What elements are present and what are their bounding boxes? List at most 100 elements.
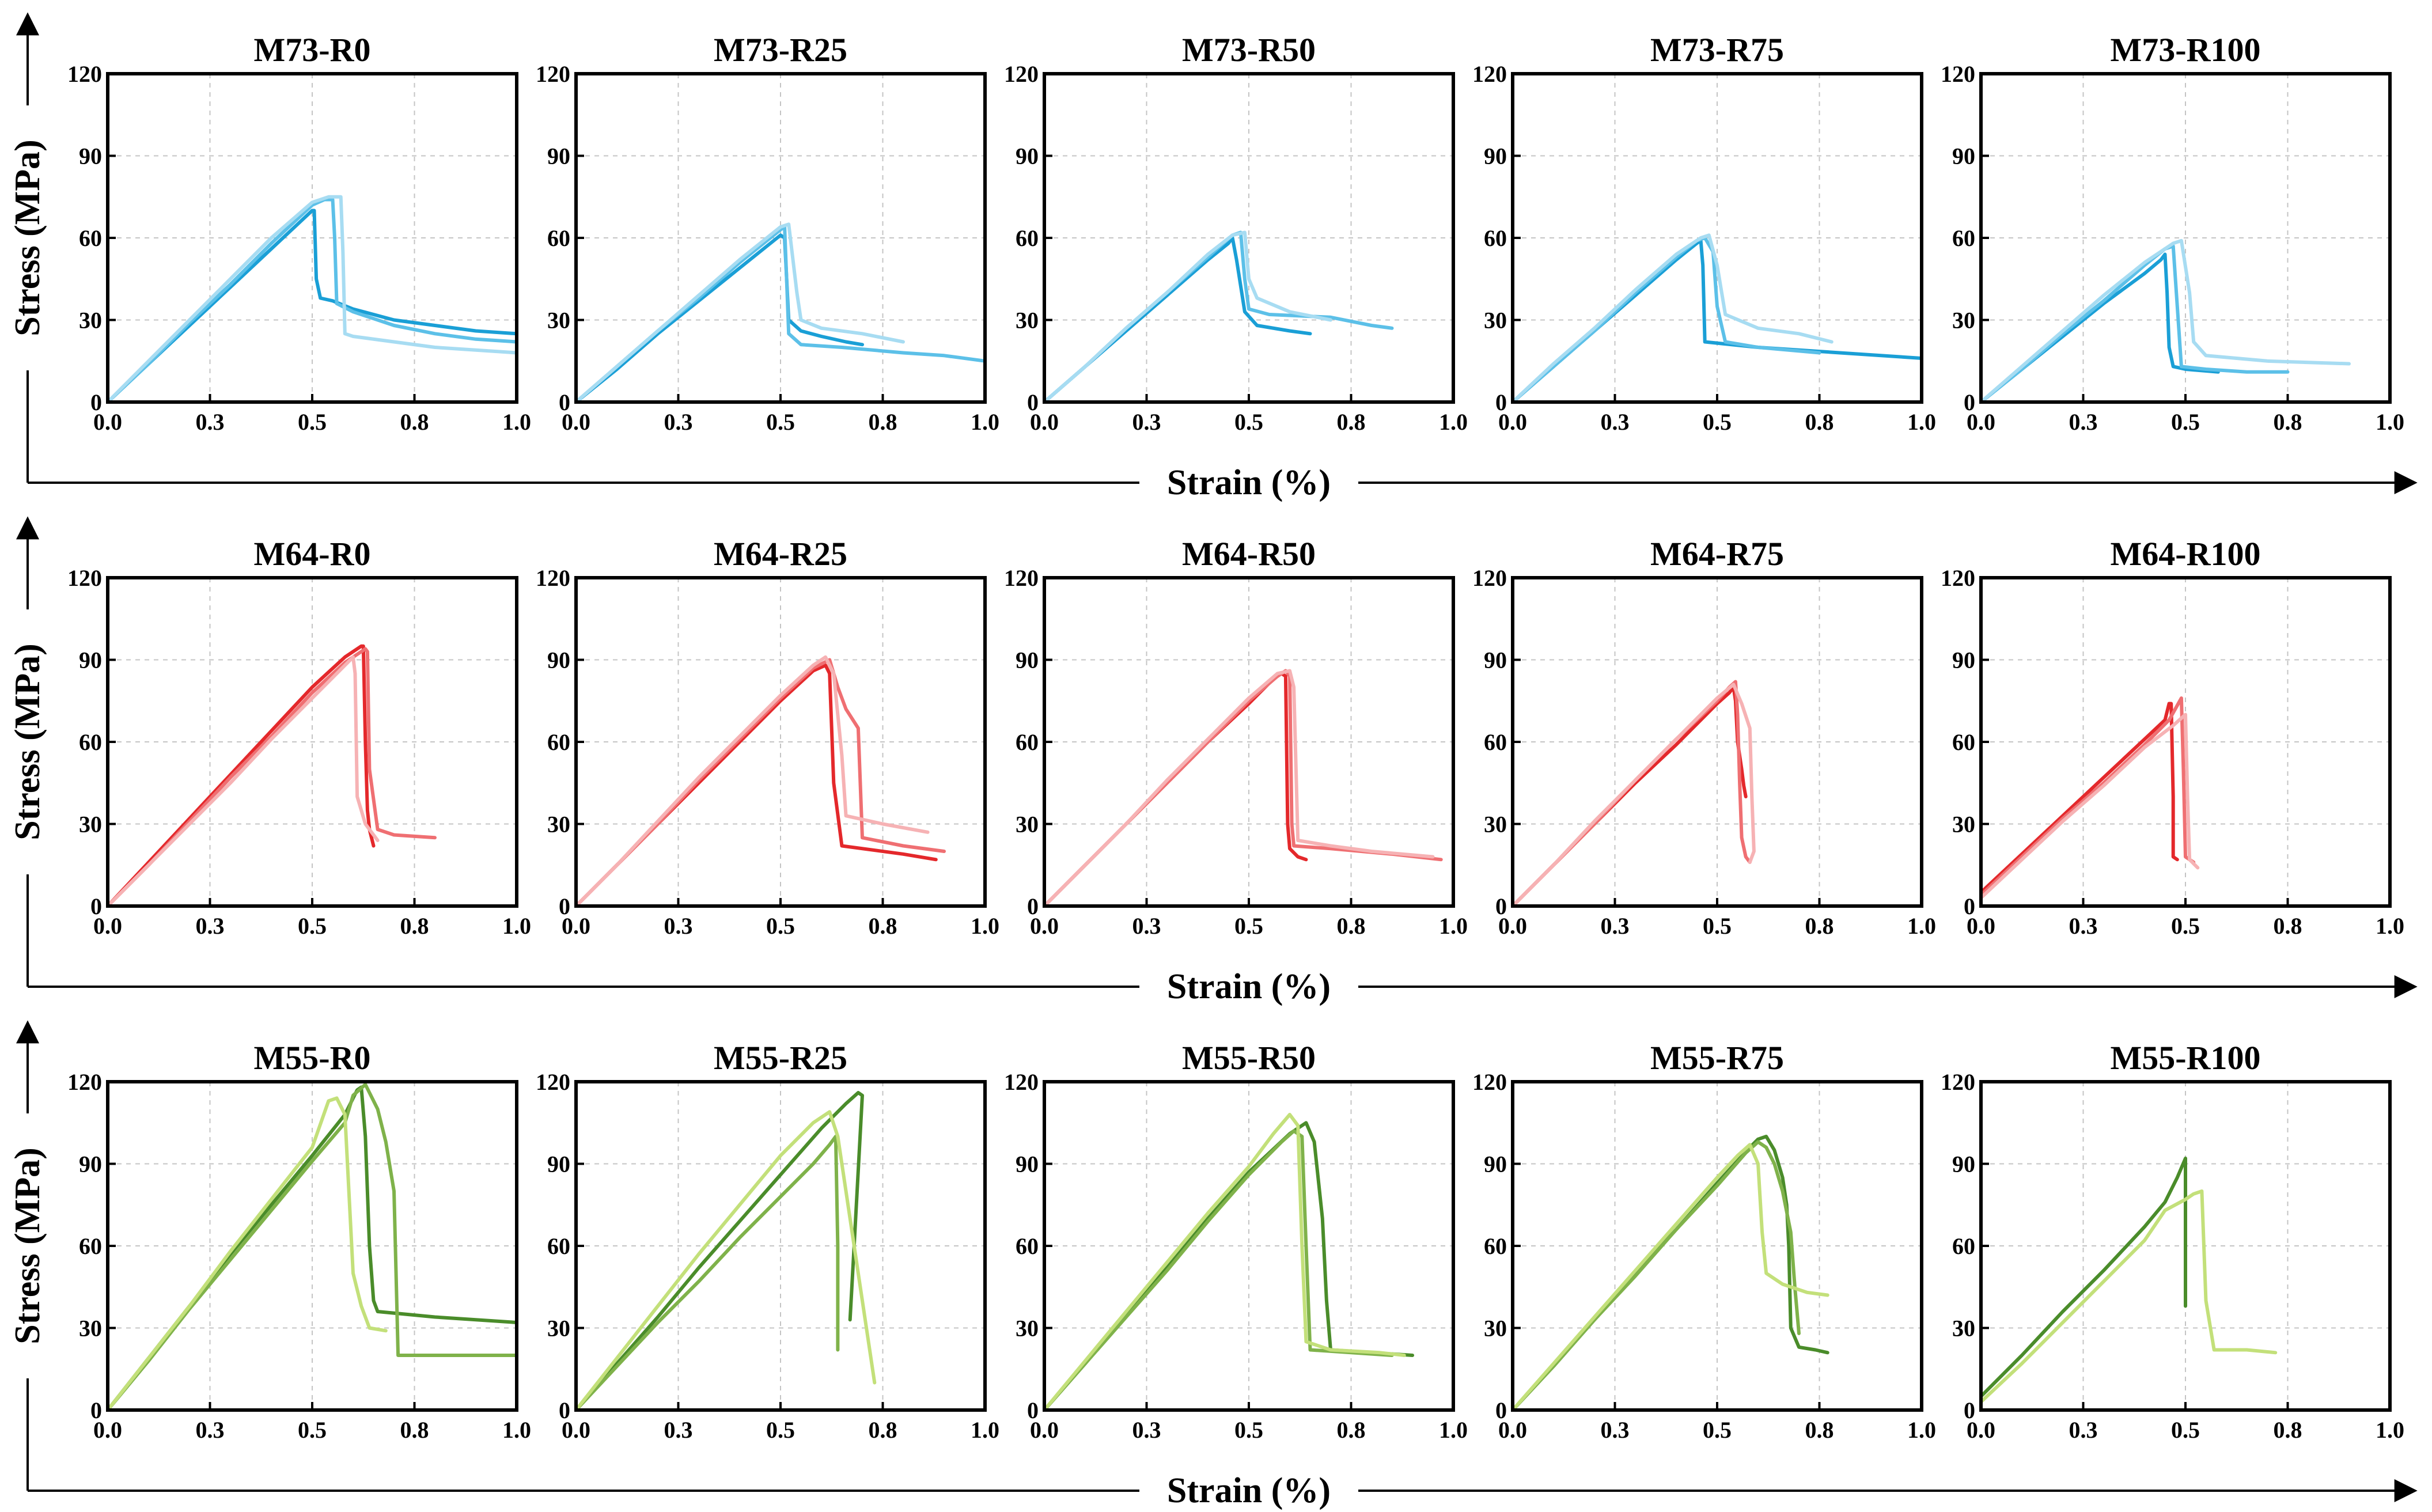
x-tick-label: 0.5 bbox=[766, 1417, 795, 1443]
y-tick-label: 30 bbox=[547, 308, 570, 334]
x-tick-label: 0.0 bbox=[1030, 409, 1059, 435]
y-tick-label: 120 bbox=[536, 1069, 570, 1095]
series-line-specimen-3 bbox=[576, 222, 905, 402]
y-tick-label: 30 bbox=[547, 1316, 570, 1342]
series-layer bbox=[1513, 1135, 1829, 1410]
shared-y-axis-label: Stress (MPa) bbox=[8, 643, 47, 840]
x-tick-label: 1.0 bbox=[502, 1417, 531, 1443]
x-tick-label: 0.3 bbox=[196, 913, 225, 939]
x-axis-label-bg bbox=[1139, 461, 1358, 505]
y-tick-label: 30 bbox=[1484, 1316, 1507, 1342]
y-tick-label: 90 bbox=[1952, 647, 1975, 673]
series-line-specimen-1 bbox=[1513, 1135, 1829, 1410]
series-line-specimen-3 bbox=[1513, 683, 1756, 906]
y-tick-label: 60 bbox=[1952, 729, 1975, 755]
shared-x-axis-label: Strain (%) bbox=[1167, 967, 1331, 1006]
panel-title: M73-R75 bbox=[1650, 31, 1784, 69]
series-line-specimen-2 bbox=[1981, 696, 2196, 897]
y-tick-label: 90 bbox=[79, 1151, 102, 1177]
row-guide-layer: Strain (%) Stress (MPa) Strain (%) Stress (… bbox=[7, 12, 2418, 1512]
x-tick-label: 0.0 bbox=[93, 913, 122, 939]
x-tick-label: 0.3 bbox=[1132, 913, 1161, 939]
y-tick-label: 90 bbox=[1484, 647, 1507, 673]
x-tick-label: 1.0 bbox=[2376, 409, 2404, 435]
shared-x-axis-label: Strain (%) bbox=[1167, 1471, 1331, 1510]
x-tick-label: 0.0 bbox=[1030, 1417, 1059, 1443]
series-layer bbox=[1981, 1157, 2278, 1404]
series-line-specimen-3 bbox=[576, 1110, 877, 1410]
y-tick-label: 90 bbox=[547, 647, 570, 673]
y-tick-label: 0 bbox=[90, 1397, 102, 1423]
series-line-specimen-1 bbox=[576, 664, 938, 906]
y-tick-label: 60 bbox=[1484, 225, 1507, 251]
x-tick-label: 0.3 bbox=[664, 913, 693, 939]
series-line-specimen-2 bbox=[108, 198, 517, 402]
series-layer bbox=[1513, 680, 1756, 906]
x-tick-label: 0.8 bbox=[869, 1417, 897, 1443]
x-tick-label: 1.0 bbox=[1907, 913, 1936, 939]
series-line-specimen-3 bbox=[108, 195, 517, 402]
panel-title: M64-R75 bbox=[1650, 535, 1784, 573]
y-tick-label: 30 bbox=[1016, 812, 1039, 838]
x-tick-label: 0.5 bbox=[1234, 913, 1263, 939]
panel-m55-r75: M55-R75 0.0 0.3 0.5 0.8 1.0 0 30 60 90 120 bbox=[1472, 1039, 1936, 1443]
y-tick-label: 30 bbox=[1952, 308, 1975, 334]
y-axis-label-bg bbox=[7, 105, 48, 370]
y-tick-label: 90 bbox=[1952, 143, 1975, 169]
y-tick-label: 60 bbox=[547, 729, 570, 755]
x-tick-label: 1.0 bbox=[2376, 913, 2404, 939]
shared-y-axis-label: Stress (MPa) bbox=[8, 139, 47, 336]
panel-m73-r25: M73-R25 0.0 0.3 0.5 0.8 1.0 0 30 60 90 120 bbox=[536, 31, 999, 435]
x-tick-label: 1.0 bbox=[1439, 913, 1468, 939]
series-line-specimen-2 bbox=[1981, 1189, 2278, 1404]
y-tick-label: 90 bbox=[1016, 647, 1039, 673]
panel-m64-r0: M64-R0 0.0 0.3 0.5 0.8 1.0 0 30 60 90 120 bbox=[67, 535, 531, 939]
series-layer bbox=[1981, 238, 2351, 402]
y-tick-label: 120 bbox=[536, 61, 570, 87]
x-tick-label: 0.0 bbox=[1498, 409, 1527, 435]
y-tick-label: 120 bbox=[67, 565, 102, 591]
x-tick-label: 0.3 bbox=[2069, 1417, 2098, 1443]
y-tick-label: 90 bbox=[1016, 1151, 1039, 1177]
x-tick-label: 0.5 bbox=[2171, 913, 2200, 939]
y-tick-label: 60 bbox=[79, 225, 102, 251]
x-tick-label: 0.0 bbox=[562, 913, 590, 939]
panel-m55-r100: M55-R100 0.0 0.3 0.5 0.8 1.0 0 30 60 90 120 bbox=[1941, 1039, 2404, 1443]
y-axis-label-bg bbox=[7, 1113, 48, 1378]
row-3-guides: Strain (%) Stress (MPa) bbox=[7, 1020, 2418, 1512]
series-line-specimen-3 bbox=[1044, 1113, 1406, 1410]
panel-m64-r100: M64-R100 0.0 0.3 0.5 0.8 1.0 0 30 60 90 120 bbox=[1941, 535, 2404, 939]
x-tick-label: 0.0 bbox=[562, 1417, 590, 1443]
x-tick-label: 0.3 bbox=[1601, 1417, 1630, 1443]
panel-title: M73-R0 bbox=[254, 31, 371, 69]
x-tick-label: 0.8 bbox=[1337, 913, 1366, 939]
y-tick-label: 0 bbox=[1495, 389, 1507, 415]
series-line-specimen-1 bbox=[108, 644, 376, 906]
y-tick-label: 60 bbox=[79, 1233, 102, 1259]
y-tick-label: 0 bbox=[1964, 1397, 1975, 1423]
y-tick-label: 120 bbox=[1472, 1069, 1507, 1095]
panel-m64-r75: M64-R75 0.0 0.3 0.5 0.8 1.0 0 30 60 90 120 bbox=[1472, 535, 1936, 939]
panel-title: M64-R100 bbox=[2111, 535, 2261, 573]
y-tick-label: 120 bbox=[1004, 1069, 1039, 1095]
series-line-specimen-1 bbox=[576, 1091, 864, 1410]
series-layer bbox=[576, 655, 946, 906]
series-line-specimen-3 bbox=[1513, 233, 1834, 402]
x-tick-label: 0.0 bbox=[93, 409, 122, 435]
panel-m55-r0: M55-R0 0.0 0.3 0.5 0.8 1.0 0 30 60 90 120 bbox=[67, 1039, 531, 1443]
y-tick-label: 0 bbox=[1964, 389, 1975, 415]
x-tick-label: 1.0 bbox=[502, 409, 531, 435]
x-tick-label: 0.3 bbox=[1601, 913, 1630, 939]
y-tick-label: 0 bbox=[90, 389, 102, 415]
x-tick-label: 0.8 bbox=[400, 409, 429, 435]
x-tick-label: 0.8 bbox=[869, 409, 897, 435]
series-layer bbox=[1981, 696, 2200, 900]
panel-m64-r25: M64-R25 0.0 0.3 0.5 0.8 1.0 0 30 60 90 120 bbox=[536, 535, 999, 939]
y-tick-label: 30 bbox=[1016, 308, 1039, 334]
x-tick-label: 1.0 bbox=[971, 913, 999, 939]
shared-y-axis-label: Stress (MPa) bbox=[8, 1147, 47, 1344]
y-tick-label: 0 bbox=[1027, 893, 1039, 919]
series-line-specimen-1 bbox=[1044, 1121, 1414, 1410]
x-axis-label-bg bbox=[1139, 965, 1358, 1009]
x-tick-label: 0.8 bbox=[1337, 409, 1366, 435]
